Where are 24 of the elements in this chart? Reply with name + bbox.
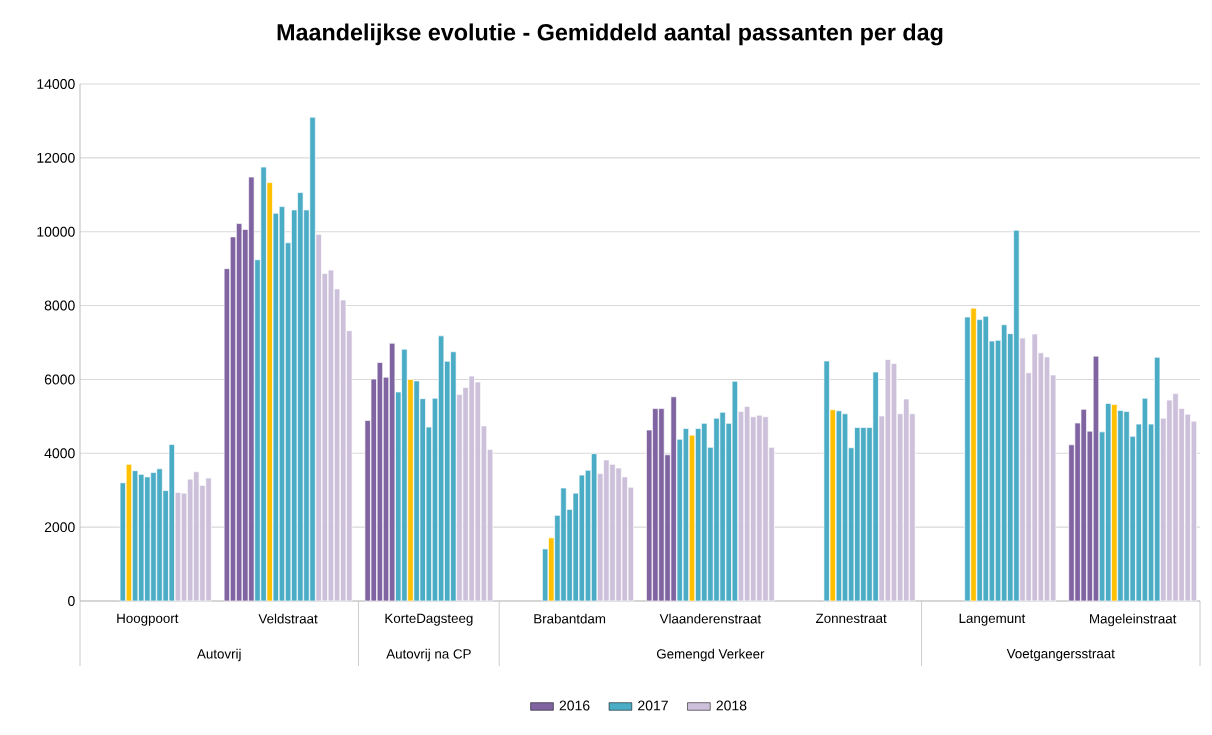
x-tick-label: Mageleinstraat [1090,613,1177,627]
x-tick-label: Vlaanderenstraat [659,613,762,624]
x-tick-label: Langemunt [959,613,1026,626]
y-tick-label: 8000 [44,300,75,311]
y-tick-label: 12000 [37,152,75,163]
y-tick-label: 10000 [37,226,75,237]
text: Voetgangersstraat [1006,649,1115,661]
y-tick-label: 14000 [37,79,75,89]
x-tick-label: Brabantdam [534,613,606,624]
x-tick-label: Zonnestraat [816,613,887,624]
legend-label: 2017 [638,700,668,711]
y-tick-label: 6000 [44,374,75,385]
y-tick-label: 2000 [44,522,75,533]
legend-label: 2018 [716,700,747,711]
x-tick-label: Hoogpoort [117,613,179,626]
legend-label: 2016 [559,700,590,711]
text: Autovrij na CP [386,648,471,662]
y-tick-label: 0 [68,596,75,606]
text: Autovrij [197,648,241,662]
text: Gemengd Verkeer [656,648,765,662]
y-tick-label: 4000 [44,448,75,459]
x-tick-label: Veldstraat [258,613,318,624]
chart-title: Maandelijkse evolutie - Gemiddeld aantal passanten per dag [277,23,943,46]
x-tick-label: KorteDagsteeg [385,613,473,626]
